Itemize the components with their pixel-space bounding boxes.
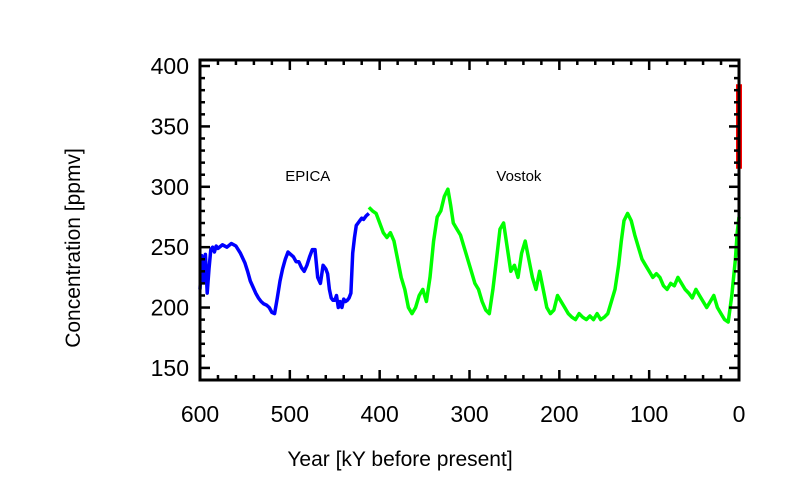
x-tick-label: 500 <box>271 401 309 427</box>
plot-frame <box>198 58 741 382</box>
x-tick-label: 0 <box>733 401 746 427</box>
y-tick-label: 250 <box>151 234 189 260</box>
y-tick-label: 300 <box>151 174 189 200</box>
x-tick-label: 300 <box>450 401 488 427</box>
x-tick-label: 200 <box>540 401 578 427</box>
x-axis-title: Year [kY before present] <box>287 448 512 471</box>
y-tick-label: 350 <box>151 113 189 139</box>
vostok-series-line <box>367 187 741 324</box>
x-tick-label: 400 <box>360 401 398 427</box>
plot-area <box>198 84 742 324</box>
x-tick-label: 600 <box>181 401 219 427</box>
axis-ticks <box>198 60 741 380</box>
x-tick-label: 100 <box>630 401 668 427</box>
y-tick-label: 400 <box>151 53 189 79</box>
vostok-annotation: Vostok <box>496 168 542 185</box>
y-axis-title: Concentration [ppmv] <box>62 148 85 348</box>
y-tick-label: 150 <box>151 355 189 381</box>
epica-series-line <box>198 212 371 316</box>
tick-labels: 600 500 400 300 200 100 0 150 200 250 300 350 400 <box>151 53 746 427</box>
epica-annotation: EPICA <box>285 168 330 185</box>
y-tick-label: 200 <box>151 295 189 321</box>
